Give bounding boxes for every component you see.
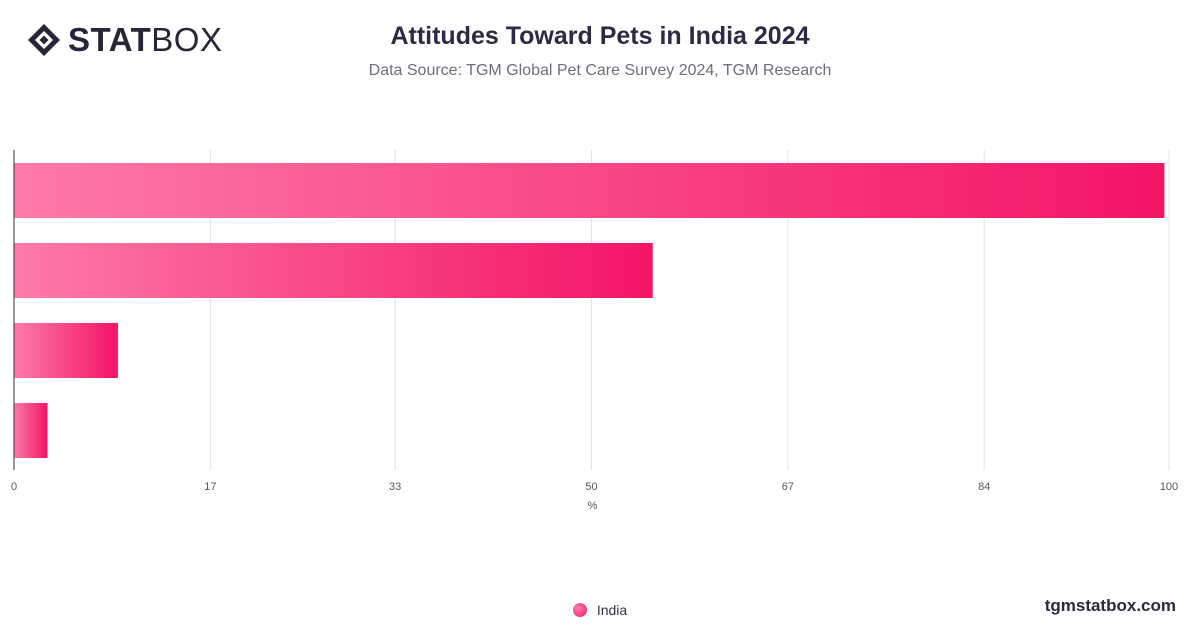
x-tick-label: 50 xyxy=(585,481,597,493)
bar[interactable] xyxy=(14,163,1165,218)
bar[interactable] xyxy=(14,403,48,458)
bar[interactable] xyxy=(14,323,118,378)
legend-swatch xyxy=(572,603,587,617)
x-tick-label: 84 xyxy=(978,481,990,493)
bar[interactable] xyxy=(14,243,653,298)
logo-wordmark: STATBOX xyxy=(68,21,223,58)
chart-subtitle: Data Source: TGM Global Pet Care Survey … xyxy=(368,62,832,79)
statbox-logo: STATBOX xyxy=(26,22,222,58)
x-tick-label: 100 xyxy=(1160,481,1178,493)
chart-title: Attitudes Toward Pets in India 2024 xyxy=(390,22,810,50)
x-tick-label: 33 xyxy=(389,481,401,493)
statbox-diamond-icon xyxy=(28,24,60,56)
x-tick-label: 17 xyxy=(204,481,216,493)
x-axis-label: % xyxy=(588,500,598,512)
x-tick-label: 0 xyxy=(11,481,17,493)
x-tick-label: 67 xyxy=(782,481,794,493)
site-credit[interactable]: tgmstatbox.com xyxy=(1044,596,1176,615)
chart-legend: India xyxy=(0,602,1200,618)
legend-label-india: India xyxy=(596,602,628,618)
